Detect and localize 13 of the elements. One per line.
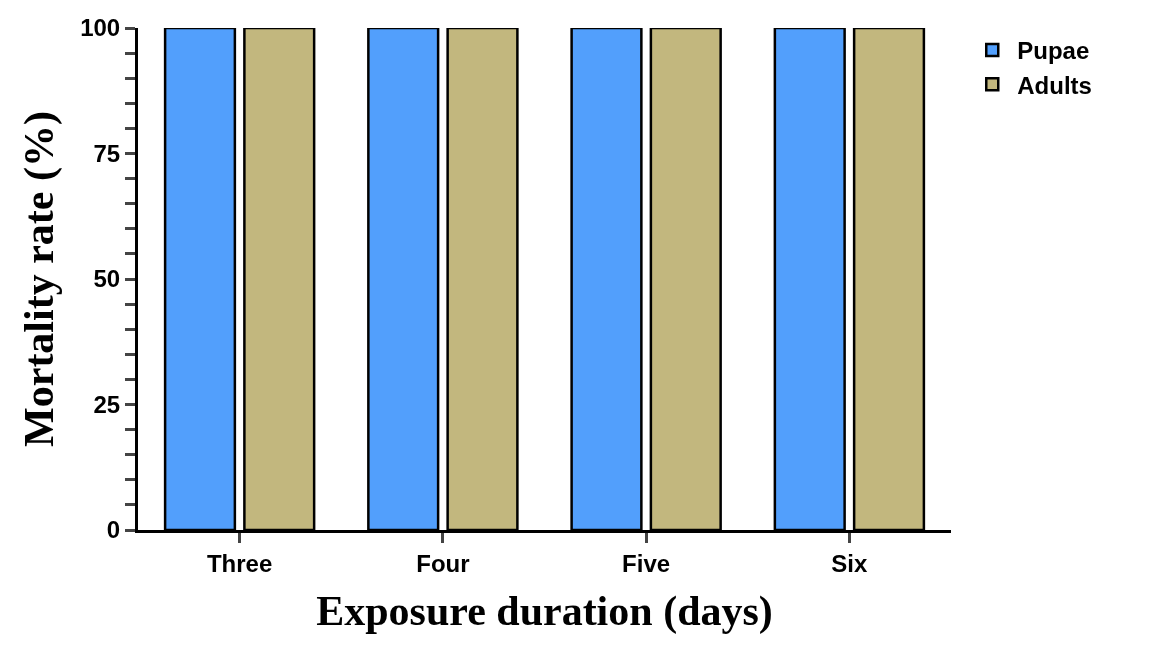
y-axis-title: Mortality rate (%) <box>15 111 63 447</box>
y-tick-label: 0 <box>106 516 121 544</box>
legend-label: Adults <box>1017 71 1092 99</box>
legend-label: Pupae <box>1017 37 1090 65</box>
y-tick-label: 100 <box>80 14 121 42</box>
x-axis-title: Exposure duration (days) <box>316 587 773 635</box>
x-tick-label: Three <box>206 549 273 577</box>
y-tick-label: 25 <box>93 390 121 418</box>
y-tick-label: 50 <box>93 265 121 293</box>
x-tick-label: Four <box>416 549 470 577</box>
y-tick-label: 75 <box>93 139 121 167</box>
x-tick-label: Five <box>622 549 671 577</box>
x-tick-label: Six <box>831 549 869 577</box>
